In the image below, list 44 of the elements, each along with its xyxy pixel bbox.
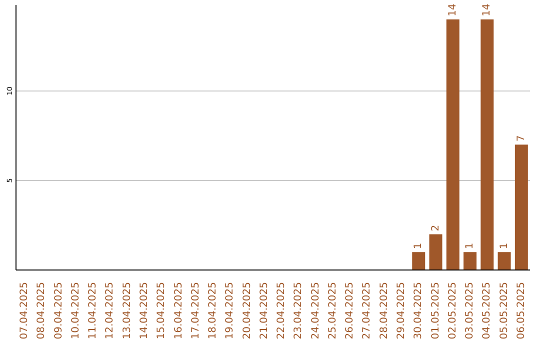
x-tick-label: 10.04.2025: [70, 282, 82, 340]
x-tick-label: 19.04.2025: [224, 282, 236, 340]
x-tick-label: 23.04.2025: [293, 282, 304, 340]
x-tick-label: 21.04.2025: [258, 282, 270, 340]
data-label: 1: [498, 242, 510, 250]
bar: [446, 19, 460, 270]
data-label: 2: [430, 224, 442, 232]
bar: [480, 19, 494, 270]
x-tick-label: 12.04.2025: [104, 282, 116, 340]
x-tick-label: 04.05.2025: [482, 282, 493, 340]
x-tick-label: 26.04.2025: [344, 282, 356, 340]
x-tick-label: 05.05.2025: [498, 282, 510, 340]
bar: [412, 252, 426, 270]
x-tick-label: 07.04.2025: [19, 282, 30, 340]
x-tick-label: 28.04.2025: [378, 282, 390, 340]
x-tick-label: 18.04.2025: [208, 282, 219, 340]
bar: [498, 252, 511, 270]
x-tick-label: 16.04.2025: [173, 282, 184, 340]
x-tick-label: 14.04.2025: [139, 282, 150, 340]
data-label: 14: [447, 4, 458, 16]
x-tick-label: 11.04.2025: [88, 282, 99, 340]
x-tick-label: 15.04.2025: [156, 282, 168, 340]
x-tick-label: 02.05.2025: [447, 282, 458, 340]
x-tick-label: 17.04.2025: [190, 282, 202, 340]
bar: [514, 144, 528, 270]
x-tick-label: 29.04.2025: [396, 282, 407, 340]
data-label: 1: [464, 242, 476, 250]
x-tick-label: 30.04.2025: [413, 282, 424, 340]
x-tick-label: 03.05.2025: [464, 282, 476, 340]
x-tick-label: 27.04.2025: [362, 282, 373, 340]
x-tick-label: 25.04.2025: [327, 282, 338, 340]
data-label: 7: [516, 135, 527, 142]
bar: [429, 234, 442, 270]
x-tick-label: 22.04.2025: [276, 282, 288, 340]
x-tick-label: 08.04.2025: [36, 282, 48, 340]
bar: [464, 252, 477, 270]
x-tick-label: 06.05.2025: [516, 282, 527, 340]
x-tick-label: 01.05.2025: [430, 282, 442, 340]
data-label: 14: [482, 4, 493, 16]
x-tick-label: 20.04.2025: [242, 282, 253, 340]
x-tick-label: 13.04.2025: [122, 282, 133, 340]
data-label: 1: [413, 242, 424, 250]
x-tick-label: 09.04.2025: [53, 282, 64, 340]
x-tick-label: 24.04.2025: [310, 282, 322, 340]
